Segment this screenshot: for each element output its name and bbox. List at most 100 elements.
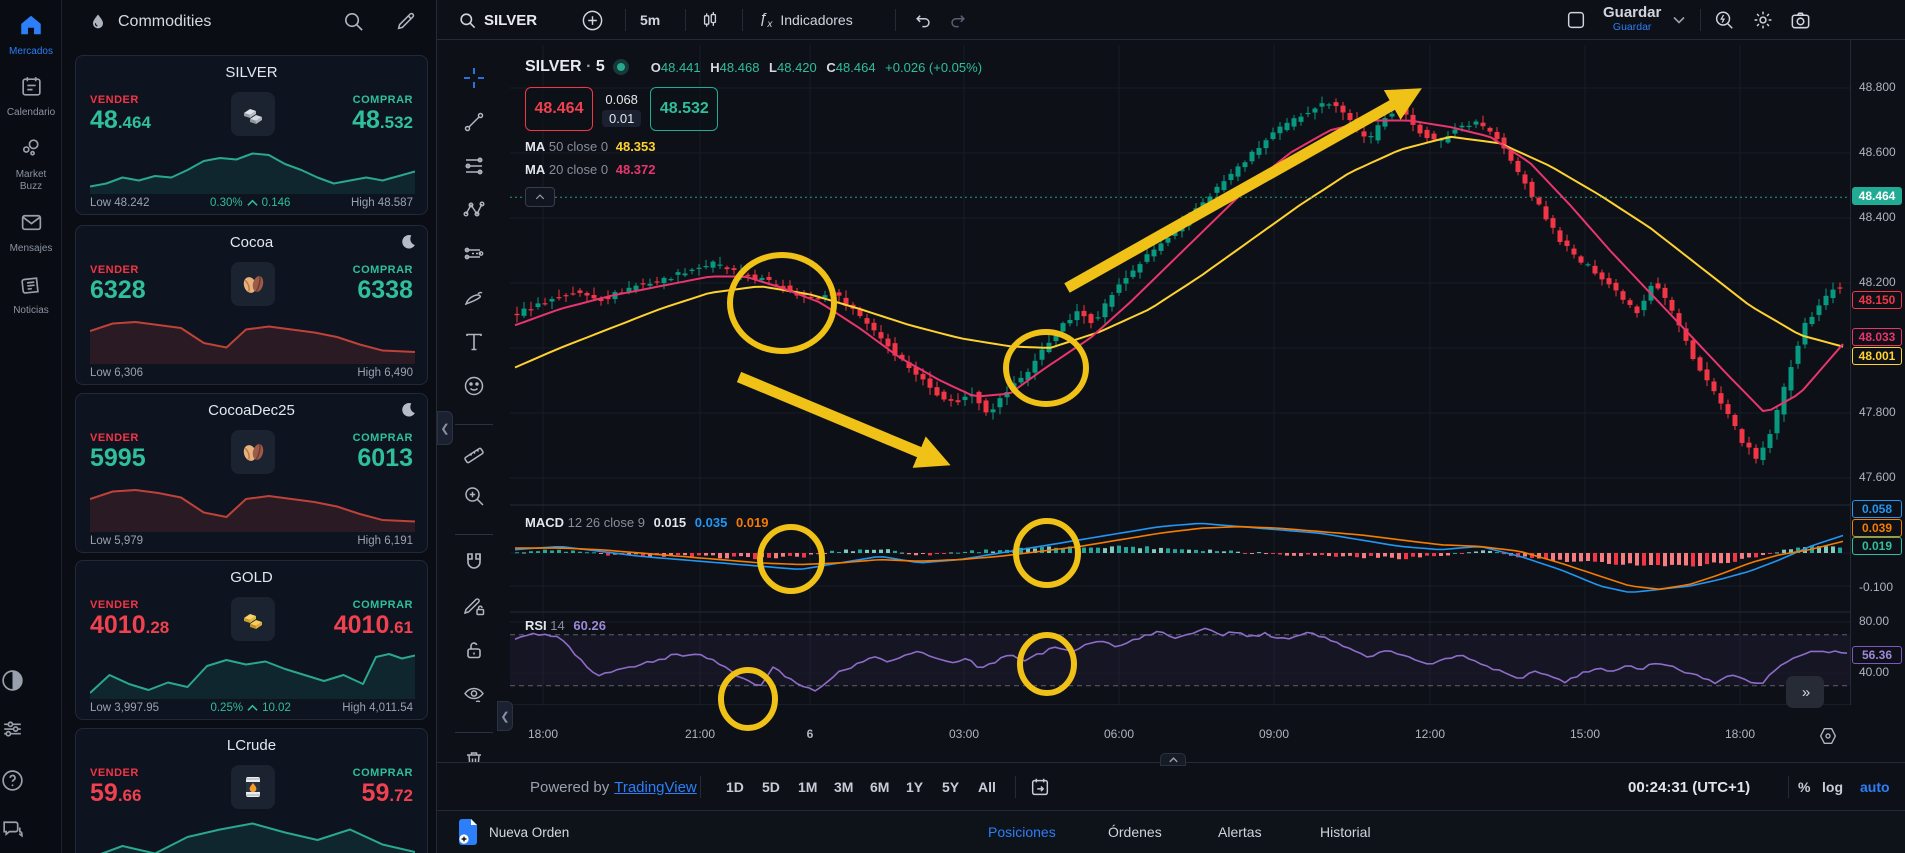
panel-collapse-button[interactable]	[1160, 753, 1186, 766]
watchlist-card-gold[interactable]: GOLD VENDER COMPRAR 4010.28 4010.61 Low 3,997…	[75, 560, 428, 720]
auto-scale-button[interactable]: auto	[1860, 779, 1890, 795]
projection-tool[interactable]	[461, 241, 487, 267]
go-to-date-button[interactable]	[1029, 763, 1051, 811]
quick-search-button[interactable]	[1713, 0, 1735, 40]
buy-price[interactable]: 48.532	[352, 106, 413, 134]
chart-area[interactable]: 48.800 48.600 48.400 48.200 47.800 47.600 -0.1…	[510, 40, 1905, 762]
price-tag: 0.058	[1852, 500, 1902, 518]
percent-scale-button[interactable]: %	[1798, 779, 1811, 795]
scale-tick: 80.00	[1859, 614, 1890, 628]
tab-ordenes[interactable]: Órdenes	[1108, 824, 1162, 840]
axis-settings-icon[interactable]	[1817, 725, 1839, 747]
sell-price[interactable]: 5995	[90, 444, 146, 472]
tab-posiciones[interactable]: Posiciones	[988, 824, 1056, 840]
time-axis[interactable]: 18:00 21:00 6 03:00 06:00 09:00 12:00 15:00 18:0…	[510, 705, 1850, 762]
rsi-legend[interactable]: RSI 14 60.26	[525, 618, 606, 633]
sell-price[interactable]: 6328	[90, 276, 146, 304]
text-tool[interactable]	[461, 329, 487, 355]
sell-price[interactable]: 48.464	[90, 106, 151, 134]
active-symbol: SILVER	[484, 11, 538, 29]
log-scale-button[interactable]: log	[1822, 779, 1843, 795]
fib-retracement-tool[interactable]	[461, 153, 487, 179]
sidebar-item-noticias[interactable]: Noticias	[0, 272, 62, 316]
watchlist-collapse-handle[interactable]: ❮	[437, 411, 453, 445]
screenshot-button[interactable]	[1789, 0, 1812, 40]
undo-button[interactable]	[911, 0, 932, 40]
indicators-button[interactable]: ƒx Indicadores	[759, 10, 853, 30]
range-3m[interactable]: 3M	[834, 779, 854, 795]
measure-tool[interactable]	[461, 439, 487, 465]
ma20-legend[interactable]: MA 20 close 0 48.372	[525, 162, 656, 177]
interval-button[interactable]: 5m	[640, 12, 661, 28]
range-1y[interactable]: 1Y	[906, 779, 924, 795]
bubbles-icon	[19, 136, 44, 161]
crosshair-tool[interactable]	[461, 65, 487, 91]
buy-price[interactable]: 6338	[357, 276, 413, 304]
buy-price[interactable]: 4010.61	[333, 611, 413, 639]
legend-symbol[interactable]: SILVER · 5	[525, 58, 605, 75]
buy-label: COMPRAR	[352, 599, 413, 611]
compare-add-button[interactable]	[581, 0, 604, 40]
help-button[interactable]	[0, 768, 62, 793]
zoom-in-tool[interactable]	[461, 483, 487, 509]
range-all[interactable]: All	[978, 779, 996, 795]
magnet-tool[interactable]	[461, 549, 487, 575]
trend-line-tool[interactable]	[461, 109, 487, 135]
hide-drawings-tool[interactable]	[461, 681, 487, 707]
new-order-button[interactable]: Nueva Orden	[457, 818, 569, 846]
tab-historial[interactable]: Historial	[1320, 824, 1371, 840]
range-5y[interactable]: 5Y	[942, 779, 960, 795]
emoji-tool[interactable]	[461, 373, 487, 399]
sidebar-item-market-buzz[interactable]: Market Buzz	[0, 136, 62, 193]
search-icon[interactable]	[342, 10, 365, 33]
pane-collapse-handle[interactable]: ❮	[497, 701, 513, 731]
layout-button[interactable]	[1565, 0, 1587, 40]
chat-button[interactable]	[0, 816, 62, 841]
sidebar-item-calendario[interactable]: Calendario	[0, 74, 62, 118]
watchlist-card-cocoadec25[interactable]: CocoaDec25 VENDER COMPRAR 5995 6013 Low 5,979…	[75, 393, 428, 553]
settings-button[interactable]	[1752, 0, 1774, 40]
chart-legend: SILVER · 5 O48.441 H48.468 L48.420 C48.4…	[525, 58, 982, 207]
watchlist-card-silver[interactable]: SILVER VENDER COMPRAR 48.464 48.532 Low 48.24…	[75, 55, 428, 215]
watchlist-card-cocoa[interactable]: Cocoa VENDER COMPRAR 6328 6338 Low 6,306 High …	[75, 225, 428, 385]
sell-label: VENDER	[90, 599, 139, 611]
range-5d[interactable]: 5D	[762, 779, 780, 795]
symbol-search-button[interactable]: SILVER	[458, 0, 537, 40]
chart-style-button[interactable]	[700, 0, 720, 40]
redo-button[interactable]	[949, 0, 970, 40]
pencil-icon[interactable]	[395, 10, 417, 32]
card-symbol: Cocoa	[229, 234, 274, 251]
brush-tool[interactable]	[461, 285, 487, 311]
preferences-button[interactable]	[0, 716, 62, 741]
time-axis-label: 18:00	[527, 727, 559, 741]
sell-price[interactable]: 4010.28	[90, 611, 170, 639]
range-1m[interactable]: 1M	[798, 779, 818, 795]
tab-alertas[interactable]: Alertas	[1218, 824, 1262, 840]
market-status-icon[interactable]	[612, 59, 629, 75]
indicator-expand-button[interactable]: »	[1786, 676, 1824, 708]
time-axis-label: 09:00	[1258, 727, 1290, 741]
pattern-xabcd-tool[interactable]	[461, 197, 487, 223]
buy-price[interactable]: 6013	[357, 444, 413, 472]
scale-tick: 48.600	[1859, 145, 1896, 159]
sell-price[interactable]: 59.66	[90, 779, 142, 807]
sell-button[interactable]: 48.464	[525, 87, 593, 131]
range-6m[interactable]: 6M	[870, 779, 890, 795]
macd-legend[interactable]: MACD 12 26 close 9 0.015 0.035 0.019	[525, 515, 769, 530]
watchlist-card-lcrude[interactable]: LCrude VENDER COMPRAR 59.66 59.72	[75, 728, 428, 853]
clock[interactable]: 00:24:31 (UTC+1)	[1628, 778, 1751, 796]
sidebar-item-mercados[interactable]: Mercados	[0, 12, 62, 57]
legend-collapse-button[interactable]	[525, 187, 555, 207]
tradingview-link[interactable]: TradingView	[614, 778, 697, 796]
price-scale[interactable]: 48.800 48.600 48.400 48.200 47.800 47.600 -0.1…	[1850, 40, 1905, 705]
time-axis-label: 15:00	[1569, 727, 1601, 741]
sidebar-item-mensajes[interactable]: Mensajes	[0, 210, 62, 254]
ma50-legend[interactable]: MA 50 close 0 48.353	[525, 139, 656, 154]
range-1d[interactable]: 1D	[726, 779, 744, 795]
lock-all-tool[interactable]	[461, 637, 487, 663]
buy-price[interactable]: 59.72	[361, 779, 413, 807]
buy-button[interactable]: 48.532	[650, 87, 719, 131]
drawing-lock-tool[interactable]	[461, 593, 487, 619]
theme-toggle[interactable]	[0, 668, 62, 693]
save-layout-button[interactable]: Guardar Guardar	[1603, 0, 1685, 40]
